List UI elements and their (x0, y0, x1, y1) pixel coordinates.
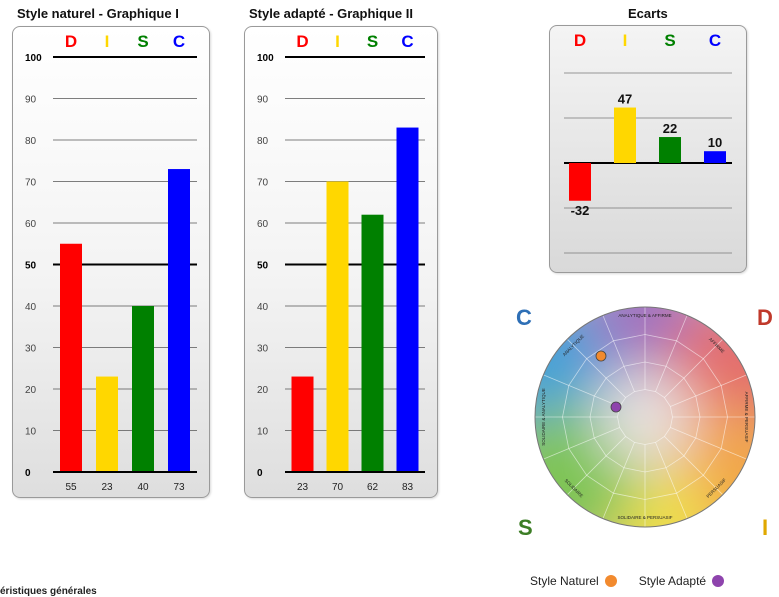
wheel-color-field (535, 307, 755, 527)
wheel-corner-d: D (757, 305, 773, 330)
chart-1-category-label: S (137, 32, 148, 51)
chart-2-bar (361, 214, 384, 472)
wheel-segment-label: SOLIDAIRE & ANALYTIQUE (541, 388, 546, 445)
chart-2-svg: 0 10 20 30 40 50 60 70 80 90 100 D 23 I 70 S 62 C 83 (257, 32, 425, 493)
wheel-spoke (664, 436, 724, 496)
chart-2-category-label: C (401, 32, 413, 51)
chart-2-value-label: 62 (367, 482, 379, 493)
chart-3-value-label: -32 (571, 203, 590, 218)
wheel-corner-c: C (516, 305, 532, 330)
chart-1-ytick-label: 80 (25, 136, 37, 147)
chart-1-category-label: D (65, 32, 77, 51)
wheel-segment-label: SOLIDAIRE & PERSUASIF (617, 515, 672, 520)
chart-2-bar (326, 181, 349, 472)
chart-2-ytick-label: 60 (257, 219, 269, 230)
chart-3-category-label: C (709, 31, 721, 50)
chart-1-ytick-label: 0 (25, 468, 31, 479)
chart-1-ytick-label: 50 (25, 261, 37, 272)
chart-3-svg: D -32 I 47 S 22 C 10 (564, 31, 732, 254)
chart-3-category-label: D (574, 31, 586, 50)
wheel-spoke (670, 374, 747, 407)
legend-label-naturel: Style Naturel (530, 574, 599, 588)
chart-1-ytick-label: 60 (25, 219, 37, 230)
chart-2-value-label: 23 (297, 482, 309, 493)
footer-section-heading: éristiques générales (0, 586, 97, 597)
chart-1-bar (96, 376, 118, 472)
chart-2-category-label: S (367, 32, 378, 51)
marker-style-naturel (595, 350, 607, 362)
chart-3-bar (569, 163, 591, 201)
wheel-spoke (655, 315, 688, 392)
wheel-spoke (566, 436, 626, 496)
chart-1-bar (132, 306, 154, 472)
chart-3-value-label: 47 (618, 92, 632, 107)
wheel-legend: Style Naturel Style Adapté (530, 574, 725, 588)
chart-1-bar (168, 169, 190, 473)
legend-dot-naturel (604, 575, 617, 587)
legend-label-adapte: Style Adapté (638, 574, 707, 588)
chart-2-ytick-label: 30 (257, 344, 269, 355)
chart-1-category-label: I (105, 32, 110, 51)
legend-dot-adapte (712, 575, 725, 587)
chart-2-ytick-label: 10 (257, 427, 269, 438)
chart-2-ytick-label: 100 (257, 53, 274, 64)
chart-2-ytick-label: 90 (257, 95, 269, 106)
chart-2-ytick-label: 70 (257, 178, 269, 189)
wheel-corner-i: I (762, 515, 769, 540)
wheel-spoke (670, 427, 747, 460)
chart-1-title: Style naturel - Graphique I (17, 6, 179, 21)
chart-2-ytick-label: 0 (257, 468, 263, 479)
chart-2-bar (396, 127, 419, 473)
chart-3-value-label: 22 (663, 121, 677, 136)
chart-3-bar (659, 137, 681, 163)
chart-2-category-label: I (335, 32, 340, 51)
chart-2-ytick-label: 40 (257, 302, 269, 313)
wheel-spoke (543, 427, 620, 460)
chart-2-panel: 0 10 20 30 40 50 60 70 80 90 100 D 23 I 70 S 62 C 83 (244, 26, 438, 498)
wheel-segment-label: AFFIRME & PERSUASIF (744, 392, 749, 443)
wheel-rim (534, 306, 756, 528)
chart-2-title: Style adapté - Graphique II (249, 6, 413, 21)
chart-1-svg: 0 10 20 30 40 50 60 70 80 90 100 D 55 I 23 S 40 C 73 (25, 32, 197, 493)
chart-1-ytick-label: 90 (25, 95, 37, 106)
wheel-spoke (602, 442, 635, 519)
chart-2-category-label: D (296, 32, 308, 51)
chart-2-ytick-label: 50 (257, 261, 269, 272)
chart-3-category-label: S (664, 31, 675, 50)
chart-1-ytick-label: 20 (25, 385, 37, 396)
chart-3-category-label: I (623, 31, 628, 50)
chart-1-ytick-label: 10 (25, 427, 37, 438)
chart-2-ytick-label: 80 (257, 136, 269, 147)
chart-3-panel: D -32 I 47 S 22 C 10 (549, 25, 747, 273)
wheel-spoke (664, 338, 724, 398)
chart-1-ytick-label: 30 (25, 344, 37, 355)
chart-1-value-label: 23 (101, 482, 113, 493)
wheel-segment-label: ANALYTIQUE & AFFIRME (618, 313, 671, 318)
wheel-spoke (602, 315, 635, 392)
chart-2-value-label: 70 (332, 482, 344, 493)
chart-1-value-label: 40 (137, 482, 149, 493)
chart-2-bar (291, 376, 314, 472)
chart-2-value-label: 83 (402, 482, 414, 493)
chart-3-value-label: 10 (708, 135, 722, 150)
chart-1-value-label: 73 (173, 482, 185, 493)
wheel-spoke (655, 442, 688, 519)
chart-1-ytick-label: 100 (25, 53, 42, 64)
chart-3-bar (704, 151, 726, 163)
wheel-corner-s: S (518, 515, 533, 540)
chart-3-bar (614, 107, 636, 163)
chart-3-title: Ecarts (628, 6, 668, 21)
chart-1-value-label: 55 (65, 482, 77, 493)
marker-style-adapte (610, 401, 622, 413)
chart-1-category-label: C (173, 32, 185, 51)
chart-1-ytick-label: 40 (25, 302, 37, 313)
chart-1-panel: 0 10 20 30 40 50 60 70 80 90 100 D 55 I 23 S 40 C 73 (12, 26, 210, 498)
chart-1-bar (60, 243, 82, 472)
chart-1-ytick-label: 70 (25, 178, 37, 189)
wheel-spoke (566, 338, 626, 398)
wheel-spoke (543, 374, 620, 407)
chart-2-ytick-label: 20 (257, 385, 269, 396)
